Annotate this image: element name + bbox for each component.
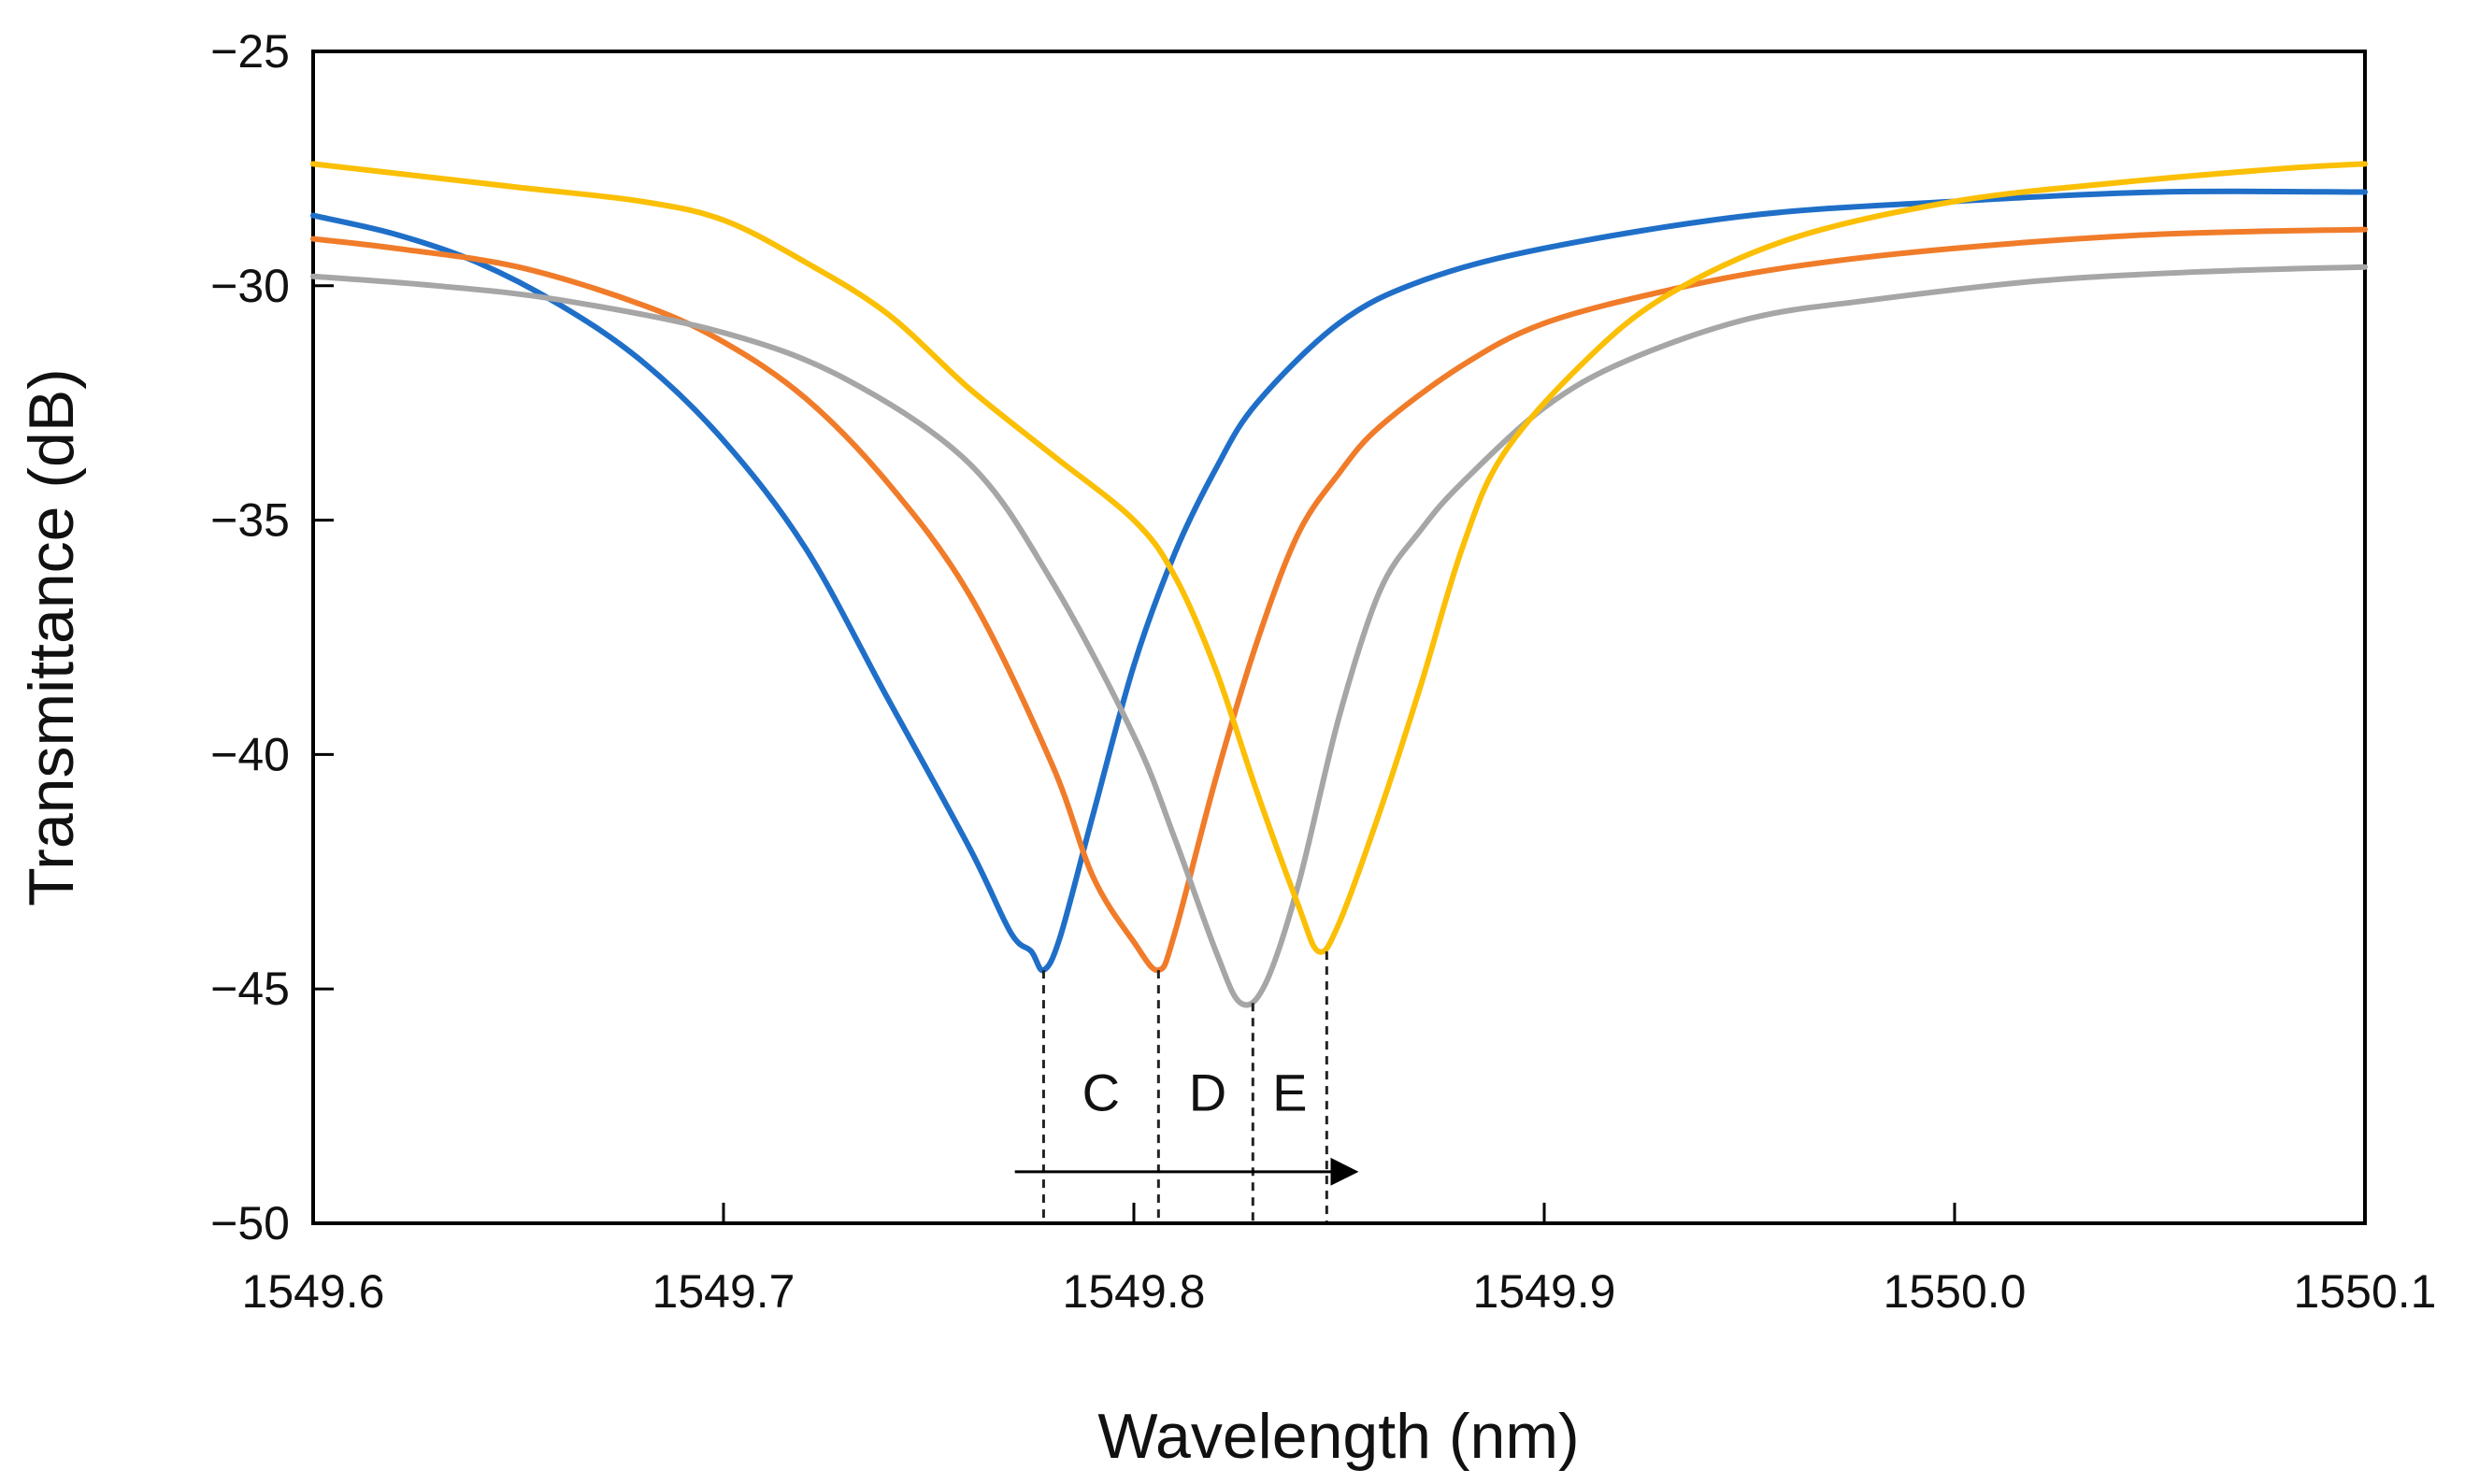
x-axis-title: Wavelength (nm): [1097, 1401, 1579, 1472]
x-tick-label: 1549.6: [242, 1265, 385, 1318]
y-tick-label: −40: [210, 728, 290, 780]
series-line-2: [310, 226, 2368, 974]
axis-ticks: 1549.6 1549.7 1549.8 1549.9 1550.0 1550.1 −25 −…: [210, 25, 2436, 1318]
x-tick-label: 1550.1: [2294, 1265, 2437, 1318]
x-tick-label: 1549.8: [1063, 1265, 1206, 1318]
plot-frame: [311, 50, 2367, 1225]
y-axis-title: Transmittance (dB): [16, 368, 87, 906]
x-tick-label: 1549.9: [1473, 1265, 1616, 1318]
y-tick-label: −30: [210, 260, 290, 312]
y-tick-label: −35: [210, 494, 290, 547]
y-tick-label: −45: [210, 963, 290, 1015]
annotation-label: D: [1189, 1063, 1226, 1122]
y-tick-label: −25: [210, 25, 290, 78]
x-tick-label: 1549.7: [652, 1265, 795, 1318]
x-tick-label: 1550.0: [1884, 1265, 2027, 1318]
series-layer: [310, 161, 2368, 1008]
series-line-3: [310, 264, 2368, 1008]
series-line-4: [310, 161, 2368, 955]
y-tick-label: −50: [210, 1197, 290, 1249]
series-line-1: [310, 188, 2368, 974]
annotation-label: E: [1272, 1063, 1307, 1122]
annotation-label: C: [1082, 1063, 1120, 1122]
